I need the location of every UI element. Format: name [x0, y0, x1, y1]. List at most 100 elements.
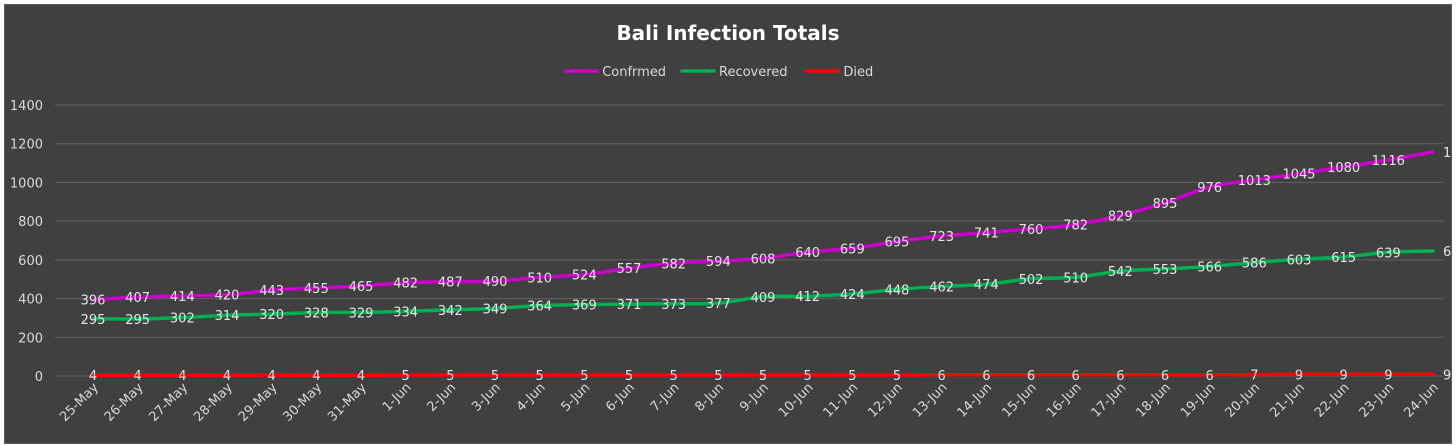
data-label-recovered: 448 — [885, 283, 910, 298]
data-label-recovered: 369 — [572, 299, 597, 314]
x-tick-label: 17-Jun — [1089, 380, 1130, 421]
data-label-confrmed: 465 — [349, 280, 374, 295]
data-label-recovered: 342 — [438, 304, 463, 319]
y-tick-label: 1200 — [10, 138, 43, 153]
data-label-died: 4 — [268, 369, 276, 384]
data-label-died: 4 — [89, 369, 97, 384]
x-tick-label: 22-Jun — [1312, 380, 1353, 421]
data-label-confrmed: 396 — [81, 293, 106, 308]
data-label-died: 5 — [536, 369, 544, 384]
data-label-died: 5 — [670, 369, 678, 384]
data-label-confrmed: 1116 — [1372, 154, 1405, 169]
data-label-confrmed: 1158 — [1443, 146, 1453, 161]
data-label-recovered: 329 — [349, 306, 374, 321]
data-label-confrmed: 482 — [393, 277, 418, 292]
x-tick-label: 20-Jun — [1223, 380, 1264, 421]
data-label-died: 9 — [1295, 368, 1303, 383]
data-label-confrmed: 443 — [259, 284, 284, 299]
data-labels: 396 407 414 420 443 455 465 482 487 490 510 524 557 5… — [81, 146, 1453, 384]
legend-label-recovered: Recovered — [719, 65, 788, 80]
y-tick-label: 800 — [18, 215, 43, 230]
data-label-died: 9 — [1384, 368, 1392, 383]
data-label-died: 9 — [1443, 368, 1451, 383]
y-tick-label: 1000 — [10, 176, 43, 191]
chart-title: Bali Infection Totals — [616, 21, 840, 45]
data-label-confrmed: 1080 — [1327, 161, 1360, 176]
y-tick-label: 400 — [18, 293, 43, 308]
data-label-confrmed: 594 — [706, 255, 731, 270]
data-label-died: 5 — [491, 369, 499, 384]
data-label-recovered: 349 — [483, 302, 508, 317]
data-label-died: 5 — [714, 369, 722, 384]
data-label-recovered: 295 — [81, 313, 106, 328]
data-label-died: 4 — [357, 369, 365, 384]
data-label-recovered: 639 — [1376, 246, 1401, 261]
x-tick-label: 2-Jun — [425, 380, 460, 415]
data-label-confrmed: 1013 — [1238, 174, 1271, 189]
data-label-recovered: 424 — [840, 288, 865, 303]
data-label-confrmed: 976 — [1197, 181, 1222, 196]
x-tick-label: 28-May — [191, 380, 236, 425]
legend-item-confrmed: Confrmed — [563, 65, 666, 80]
data-label-recovered: 615 — [1331, 251, 1356, 266]
grid-layer — [55, 104, 1443, 377]
x-tick-label: 11-Jun — [821, 380, 862, 421]
data-label-recovered: 377 — [706, 297, 731, 312]
data-label-confrmed: 582 — [661, 257, 686, 272]
x-tick-label: 16-Jun — [1044, 380, 1085, 421]
data-label-died: 6 — [982, 369, 990, 384]
x-tick-label: 30-May — [281, 380, 326, 425]
data-label-recovered: 371 — [617, 298, 642, 313]
data-label-died: 5 — [402, 369, 410, 384]
data-label-died: 6 — [1206, 369, 1214, 384]
data-label-recovered: 328 — [304, 307, 329, 322]
y-tick-label: 0 — [35, 370, 43, 385]
data-label-confrmed: 608 — [751, 252, 776, 267]
x-tick-label: 4-Jun — [514, 380, 549, 415]
data-label-confrmed: 741 — [974, 227, 999, 242]
data-label-recovered: 314 — [215, 309, 240, 324]
legend-item-recovered: Recovered — [680, 65, 788, 80]
legend: Confrmed Recovered Died — [563, 65, 873, 80]
x-tick-label: 7-Jun — [648, 380, 683, 415]
data-label-died: 5 — [893, 369, 901, 384]
x-tick-label: 1-Jun — [380, 380, 415, 415]
data-label-recovered: 553 — [1153, 263, 1178, 278]
y-tick-label: 200 — [18, 331, 43, 346]
data-label-recovered: 474 — [974, 278, 999, 293]
x-tick-label: 13-Jun — [910, 380, 951, 421]
series-line-recovered — [91, 249, 1435, 321]
legend-label-confrmed: Confrmed — [602, 65, 666, 80]
data-label-died: 5 — [625, 369, 633, 384]
data-label-confrmed: 524 — [572, 269, 597, 284]
data-label-confrmed: 420 — [215, 289, 240, 304]
data-label-recovered: 412 — [795, 290, 820, 305]
data-label-recovered: 566 — [1197, 260, 1222, 275]
data-label-died: 4 — [178, 369, 186, 384]
data-label-confrmed: 760 — [1019, 223, 1044, 238]
data-label-confrmed: 659 — [840, 242, 865, 257]
data-label-confrmed: 895 — [1153, 197, 1178, 212]
data-label-recovered: 320 — [259, 308, 284, 323]
data-label-died: 5 — [804, 369, 812, 384]
x-axis-ticks: 25-May 26-May 27-May 28-May 29-May 30-May 31-M… — [57, 380, 1442, 425]
data-label-confrmed: 490 — [483, 275, 508, 290]
x-tick-label: 5-Jun — [559, 380, 594, 415]
data-label-died: 5 — [446, 369, 454, 384]
series-line-died — [91, 372, 1435, 377]
x-tick-label: 29-May — [236, 380, 281, 425]
x-tick-label: 25-May — [57, 380, 102, 425]
data-label-recovered: 646 — [1443, 245, 1453, 260]
x-tick-label: 18-Jun — [1133, 380, 1174, 421]
x-tick-label: 12-Jun — [865, 380, 906, 421]
data-label-died: 6 — [1072, 369, 1080, 384]
line-chart: 0 200 400 600 800 1000 1200 1400 25-May 26-May 27… — [10, 65, 1453, 425]
data-label-recovered: 409 — [751, 291, 776, 306]
y-tick-label: 600 — [18, 254, 43, 269]
series-lines — [91, 150, 1435, 377]
data-label-died: 4 — [223, 369, 231, 384]
data-label-recovered: 302 — [170, 312, 195, 327]
x-tick-label: 9-Jun — [737, 380, 772, 415]
data-label-died: 6 — [1116, 369, 1124, 384]
data-label-confrmed: 782 — [1063, 219, 1088, 234]
